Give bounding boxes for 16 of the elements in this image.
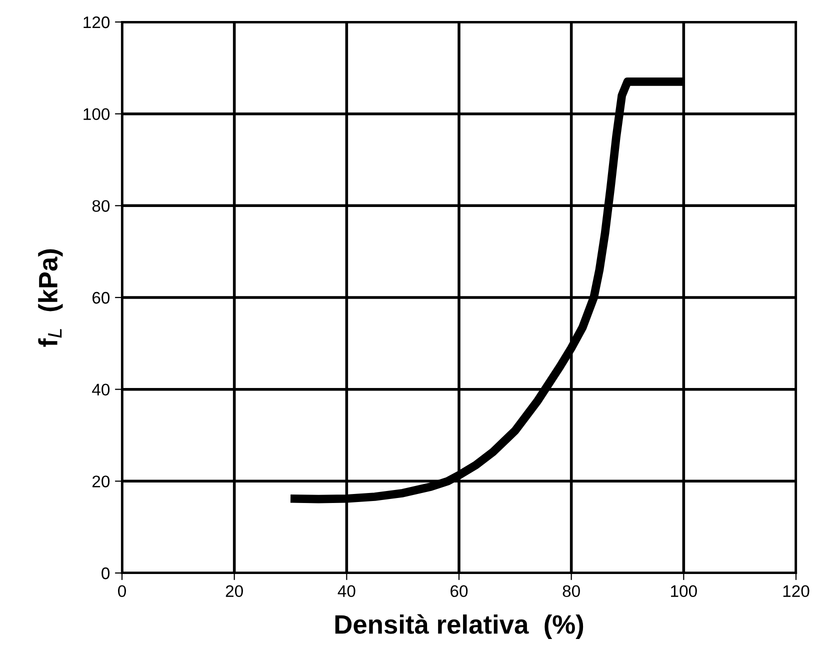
x-axis-title: Densità relativa (%) xyxy=(335,614,584,640)
y-tick-label: 40 xyxy=(92,384,110,396)
y-tick-label: 0 xyxy=(102,567,110,580)
y-tick-label: 100 xyxy=(84,108,110,120)
y-axis-title: f$_{L}$ (kPa) xyxy=(38,249,63,347)
x-tick-label: 120 xyxy=(783,585,810,598)
x-tick-label: 40 xyxy=(338,585,356,598)
y-tick-label: 60 xyxy=(92,292,110,304)
y-tick-label: 20 xyxy=(92,476,110,488)
y-tick-label: 120 xyxy=(84,16,110,28)
y-tick-label: 80 xyxy=(92,200,110,212)
x-tick-label: 20 xyxy=(226,585,243,598)
x-tick-label: 100 xyxy=(671,585,697,598)
x-tick-label: 60 xyxy=(450,585,468,598)
x-tick-label: 0 xyxy=(118,585,126,598)
x-tick-label: 80 xyxy=(562,585,580,598)
